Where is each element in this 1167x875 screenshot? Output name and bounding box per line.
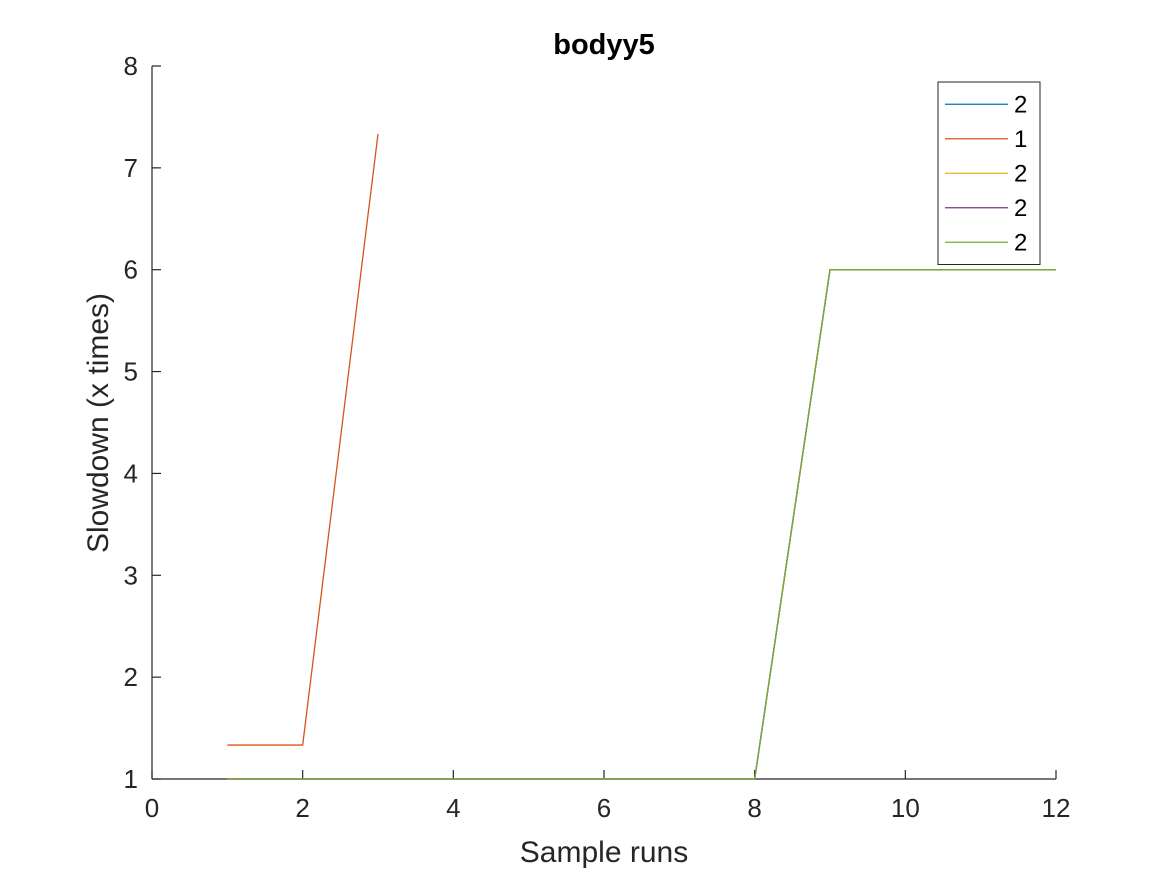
series-line-2 [227, 133, 379, 746]
y-tick-label: 7 [124, 153, 138, 183]
legend-label: 2 [1014, 91, 1027, 118]
x-tick-label: 0 [145, 793, 159, 823]
y-tick-label: 4 [124, 458, 138, 488]
x-tick-label: 10 [891, 793, 920, 823]
series-layer [227, 133, 1056, 780]
legend-label: 2 [1014, 229, 1027, 256]
x-tick-label: 4 [446, 793, 460, 823]
legend-label: 1 [1014, 126, 1027, 153]
y-tick-label: 6 [124, 255, 138, 285]
y-tick-label: 8 [124, 51, 138, 81]
legend-label: 2 [1014, 195, 1027, 222]
y-tick-label: 2 [124, 662, 138, 692]
y-axis-label: Slowdown (x times) [82, 293, 115, 553]
legend: 2 1 2 2 2 [937, 81, 1041, 265]
series-line-5 [227, 269, 1056, 780]
y-tick-label: 1 [124, 764, 138, 794]
x-tick-label: 6 [597, 793, 611, 823]
x-tick-label: 2 [295, 793, 309, 823]
x-axis-label: Sample runs [520, 836, 688, 869]
chart-title: bodyy5 [553, 29, 655, 61]
y-tick-label: 3 [124, 560, 138, 590]
x-tick-label: 12 [1042, 793, 1071, 823]
y-tick-label: 5 [124, 357, 138, 387]
x-tick-label: 8 [747, 793, 761, 823]
legend-label: 2 [1014, 160, 1027, 187]
